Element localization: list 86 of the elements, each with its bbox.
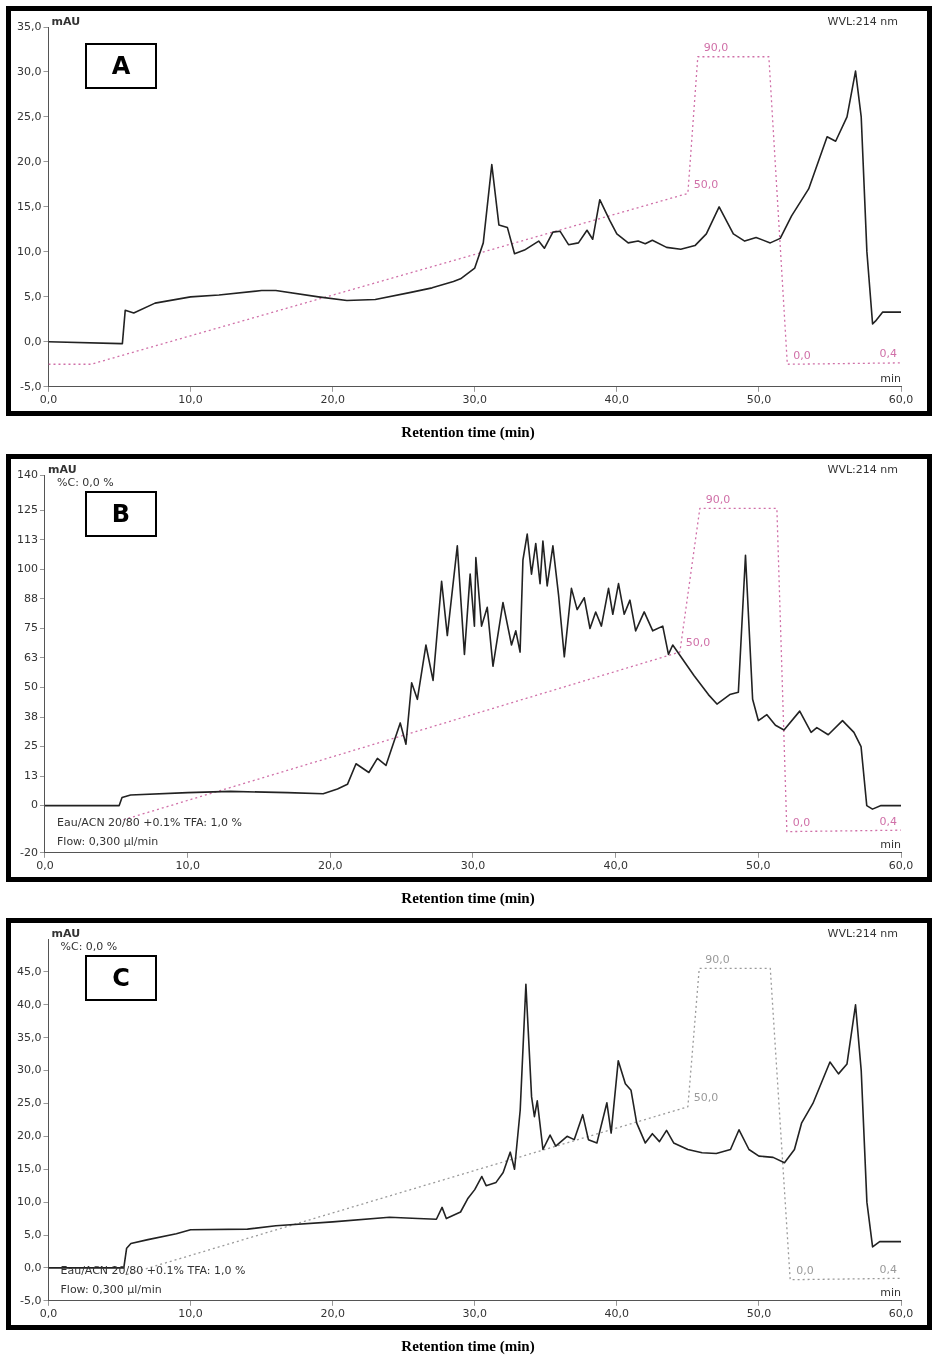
y-tick-label: 113 [17,532,38,546]
x-tick-label: 60,0 [888,859,914,873]
y-tick-label: 50 [24,680,38,694]
y-tick-label: -20 [20,845,38,859]
y-tick-label: 20,0 [16,154,42,168]
data-label: 0,4 [879,347,897,361]
y-tick-label: 25 [24,739,38,753]
data-label: 50,0 [693,177,719,191]
data-label: 90,0 [705,952,730,966]
y-tick-label: 88 [24,591,38,605]
y-tick-label: 30,0 [16,64,42,78]
data-label: 0,4 [879,1262,897,1276]
text: A [85,43,157,89]
y-tick-label: 38 [24,709,38,723]
x-tick-label: 60,0 [888,1307,914,1321]
text: B [85,491,157,537]
y-tick-label: 35,0 [16,19,42,33]
y-tick-label: -5,0 [20,1293,42,1307]
annotation: min [880,372,902,386]
annotation: %C: 0,0 % [57,475,114,489]
y-tick-label: 75 [24,621,38,635]
y-tick-label: 25,0 [16,1096,42,1110]
y-tick-label: 30,0 [16,1063,42,1077]
y-tick-label: 5,0 [23,1227,42,1241]
y-tick-label: 10,0 [16,244,42,258]
annotation: %C: 0,0 % [60,939,118,953]
x-tick-label: 50,0 [746,1307,772,1321]
data-label: 0,0 [796,1264,814,1278]
x-axis-title: Retention time (min) [400,890,536,907]
x-tick-label: 30,0 [460,859,486,873]
y-tick-label: 45,0 [16,964,42,978]
x-axis-title: Retention time (min) [400,424,536,441]
x-tick-label: 0,0 [39,1307,58,1321]
x-tick-label: 20,0 [318,859,343,873]
annotation: WVL:214 nm [827,927,898,941]
data-label: 90,0 [703,41,729,55]
y-tick-label: 40,0 [16,997,42,1011]
data-label: 90,0 [705,492,731,506]
y-tick-label: 0 [31,798,38,812]
annotation: min [880,838,902,852]
x-tick-label: 10,0 [178,393,203,407]
y-tick-label: 13 [24,768,38,782]
x-tick-label: 40,0 [604,1307,630,1321]
y-tick-label: 100 [17,562,38,576]
x-tick-label: 10,0 [175,859,200,873]
y-tick-label: 20,0 [16,1129,42,1143]
x-tick-label: 60,0 [888,393,914,407]
x-tick-label: 40,0 [604,393,630,407]
y-tick-label: 0,0 [23,334,42,348]
x-tick-label: 0,0 [36,859,54,873]
y-axis-title: mAU [51,927,81,941]
data-label: 50,0 [693,1091,719,1105]
y-tick-label: 0,0 [23,1260,42,1274]
x-tick-label: 10,0 [178,1307,203,1321]
annotation: WVL:214 nm [827,463,898,477]
x-tick-label: 30,0 [462,393,487,407]
text: C [85,955,157,1001]
y-axis-title: mAU [51,15,81,29]
x-tick-label: 30,0 [462,1307,487,1321]
y-tick-label: 140 [17,467,38,481]
data-label: 0,4 [879,814,897,828]
annotation: Flow: 0,300 µl/min [57,834,159,848]
y-tick-label: -5,0 [20,379,42,393]
y-axis-title: mAU [48,463,77,477]
y-tick-label: 15,0 [16,199,42,213]
x-tick-label: 0,0 [39,393,58,407]
data-label: 0,0 [793,348,811,362]
annotation: Eau/ACN 20/80 +0.1% TFA: 1,0 % [57,815,242,829]
annotation: Flow: 0,300 µl/min [60,1282,162,1296]
x-tick-label: 50,0 [746,859,771,873]
annotation: WVL:214 nm [827,15,898,29]
x-tick-label: 40,0 [603,859,628,873]
y-tick-label: 35,0 [16,1030,42,1044]
data-label: 0,0 [792,815,811,829]
y-tick-label: 5,0 [23,289,42,303]
x-axis-title: Retention time (min) [400,1338,536,1355]
y-tick-label: 63 [24,650,38,664]
y-tick-label: 25,0 [16,109,42,123]
x-tick-label: 20,0 [320,393,345,407]
y-tick-label: 125 [17,503,38,517]
data-label: 50,0 [685,636,711,650]
y-tick-label: 10,0 [16,1194,42,1208]
annotation: min [880,1286,902,1300]
x-tick-label: 20,0 [320,1307,345,1321]
y-tick-label: 15,0 [16,1162,42,1176]
x-tick-label: 50,0 [746,393,772,407]
